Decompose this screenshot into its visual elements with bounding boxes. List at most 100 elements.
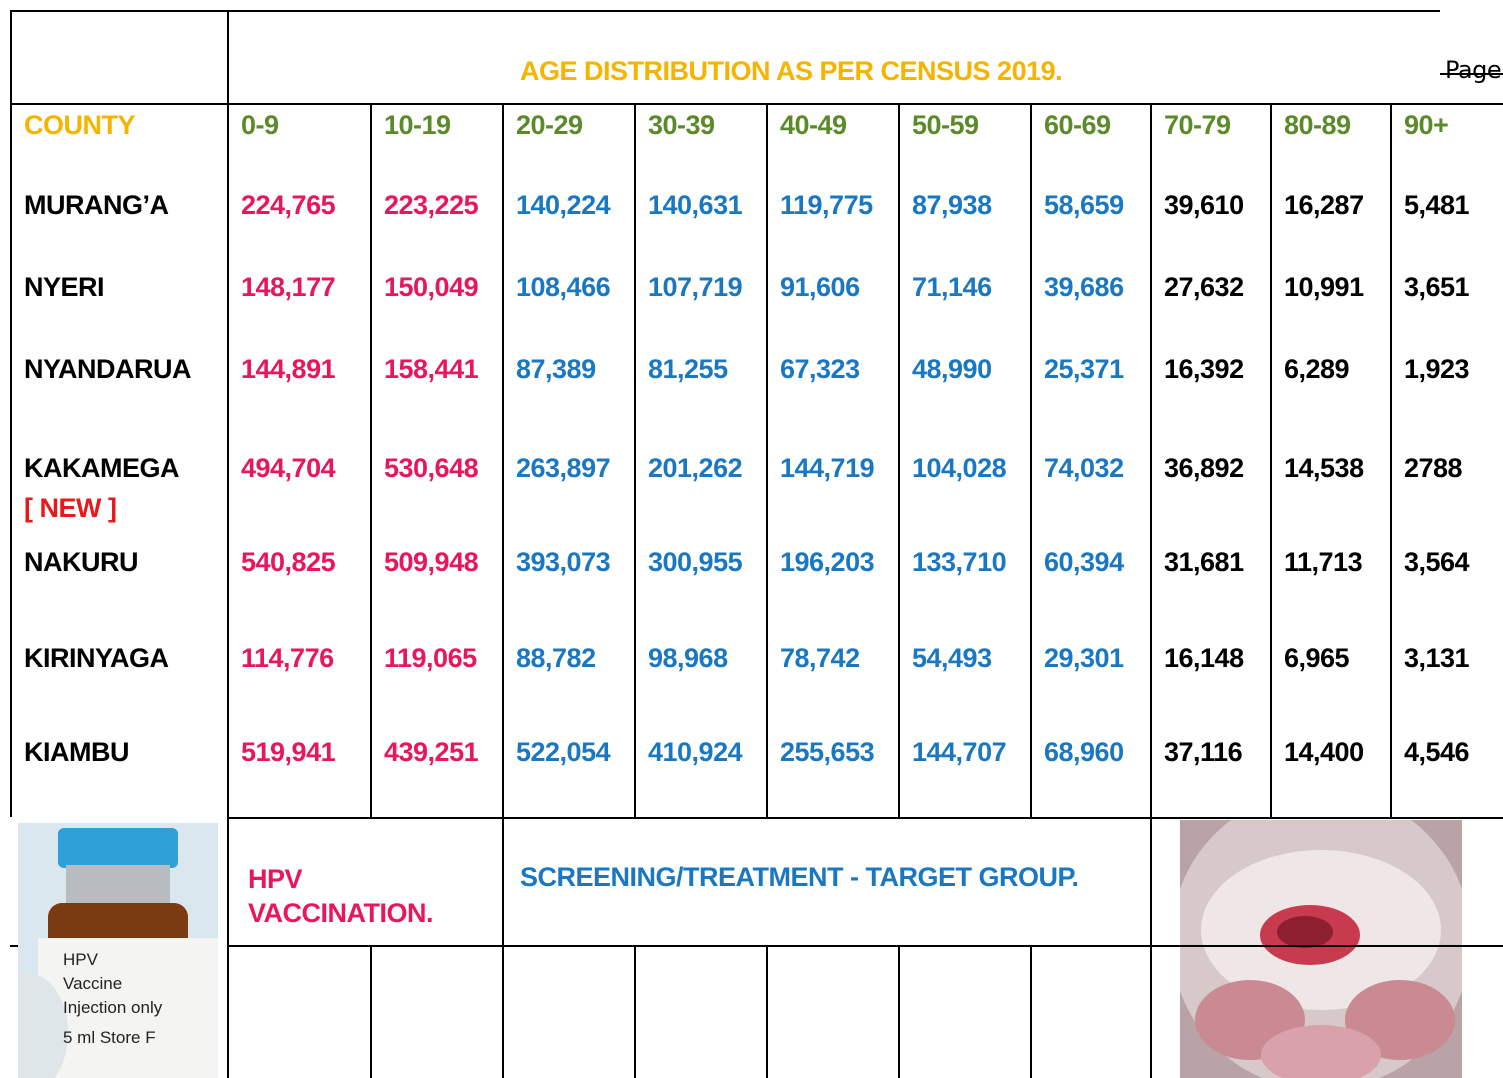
cell-value: 223,225 <box>384 190 478 221</box>
cell-value: 91,606 <box>780 272 860 303</box>
cell-value: 3,651 <box>1404 272 1469 303</box>
cell-value: 11,713 <box>1284 547 1362 578</box>
cell-value: 87,389 <box>516 354 596 385</box>
cell-value: 39,610 <box>1164 190 1244 221</box>
cell-value: 16,392 <box>1164 354 1244 385</box>
cell-value: 140,224 <box>516 190 610 221</box>
cell-value: 410,924 <box>648 737 742 768</box>
rule <box>10 103 1503 105</box>
rule <box>898 103 900 817</box>
cell-value: 144,891 <box>241 354 335 385</box>
cell-value: 14,400 <box>1284 737 1364 768</box>
page: AGE DISTRIBUTION AS PER CENSUS 2019. Pag… <box>0 0 1503 1078</box>
cell-value: 119,065 <box>384 643 477 674</box>
cell-value: 494,704 <box>241 453 335 484</box>
screening-label: SCREENING/TREATMENT - TARGET GROUP. <box>520 862 1079 893</box>
cell-value: 150,049 <box>384 272 478 303</box>
screening-image <box>1180 820 1462 1078</box>
cell-value: 48,990 <box>912 354 992 385</box>
rule <box>502 103 504 817</box>
rule <box>10 10 1440 12</box>
rule <box>370 945 372 1078</box>
table-title: AGE DISTRIBUTION AS PER CENSUS 2019. <box>520 56 1062 87</box>
column-header: 90+ <box>1404 110 1448 141</box>
cell-value: 114,776 <box>241 643 334 674</box>
vial-text: Vaccine <box>63 974 122 993</box>
cell-value: 25,371 <box>1044 354 1124 385</box>
cell-value: 6,965 <box>1284 643 1349 674</box>
cell-value: 519,941 <box>241 737 335 768</box>
county-name: KIRINYAGA <box>24 643 169 674</box>
page-label: Page <box>1445 56 1501 84</box>
column-header: 80-89 <box>1284 110 1351 141</box>
rule <box>10 945 18 947</box>
rule <box>10 10 12 817</box>
cell-value: 36,892 <box>1164 453 1244 484</box>
rule <box>370 103 372 817</box>
cell-value: 10,991 <box>1284 272 1364 303</box>
cell-value: 104,028 <box>912 453 1006 484</box>
cell-value: 98,968 <box>648 643 728 674</box>
cell-value: 107,719 <box>648 272 742 303</box>
rule <box>1150 817 1152 1078</box>
cell-value: 133,710 <box>912 547 1006 578</box>
rule <box>766 103 768 817</box>
rule <box>1440 73 1503 75</box>
cell-value: 88,782 <box>516 643 596 674</box>
cell-value: 6,289 <box>1284 354 1349 385</box>
cell-value: 509,948 <box>384 547 478 578</box>
cell-value: 300,955 <box>648 547 742 578</box>
column-header: 40-49 <box>780 110 847 141</box>
rule <box>898 945 900 1078</box>
cell-value: 14,538 <box>1284 453 1364 484</box>
column-header: 30-39 <box>648 110 715 141</box>
cell-value: 54,493 <box>912 643 992 674</box>
rule <box>227 945 1503 947</box>
cell-value: 78,742 <box>780 643 860 674</box>
county-name: KAKAMEGA <box>24 453 179 484</box>
cell-value: 144,707 <box>912 737 1006 768</box>
cell-value: 224,765 <box>241 190 335 221</box>
vial-text: Injection only <box>63 998 163 1017</box>
column-header: 70-79 <box>1164 110 1231 141</box>
vial-text: 5 ml Store F <box>63 1028 156 1047</box>
cell-value: 148,177 <box>241 272 335 303</box>
rule <box>634 103 636 817</box>
vial-text: HPV <box>63 950 99 969</box>
cell-value: 60,394 <box>1044 547 1124 578</box>
cell-value: 81,255 <box>648 354 728 385</box>
cell-value: 71,146 <box>912 272 992 303</box>
cell-value: 201,262 <box>648 453 742 484</box>
rule <box>1150 103 1152 817</box>
cell-value: 87,938 <box>912 190 992 221</box>
rule <box>227 817 1503 819</box>
new-tag: [ NEW ] <box>24 493 116 524</box>
county-name: MURANG’A <box>24 190 169 221</box>
cell-value: 196,203 <box>780 547 874 578</box>
rule <box>502 817 504 1078</box>
cell-value: 67,323 <box>780 354 860 385</box>
vaccine-image: HPV Vaccine Injection only 5 ml Store F <box>18 823 218 1078</box>
column-header: 60-69 <box>1044 110 1111 141</box>
cell-value: 37,116 <box>1164 737 1242 768</box>
hpv-label: HPV VACCINATION. <box>248 862 488 930</box>
cell-value: 255,653 <box>780 737 874 768</box>
cell-value: 4,546 <box>1404 737 1469 768</box>
cell-value: 140,631 <box>648 190 742 221</box>
county-name: NYERI <box>24 272 104 303</box>
column-header: COUNTY <box>24 110 135 141</box>
cell-value: 263,897 <box>516 453 610 484</box>
cell-value: 3,131 <box>1404 643 1469 674</box>
cell-value: 16,148 <box>1164 643 1244 674</box>
cell-value: 31,681 <box>1164 547 1244 578</box>
cell-value: 68,960 <box>1044 737 1124 768</box>
cell-value: 393,073 <box>516 547 610 578</box>
rule <box>1030 945 1032 1078</box>
column-header: 10-19 <box>384 110 451 141</box>
cell-value: 522,054 <box>516 737 610 768</box>
rule <box>227 103 229 817</box>
rule <box>227 817 229 1078</box>
cell-value: 439,251 <box>384 737 478 768</box>
rule <box>1030 103 1032 817</box>
rule <box>1270 103 1272 817</box>
